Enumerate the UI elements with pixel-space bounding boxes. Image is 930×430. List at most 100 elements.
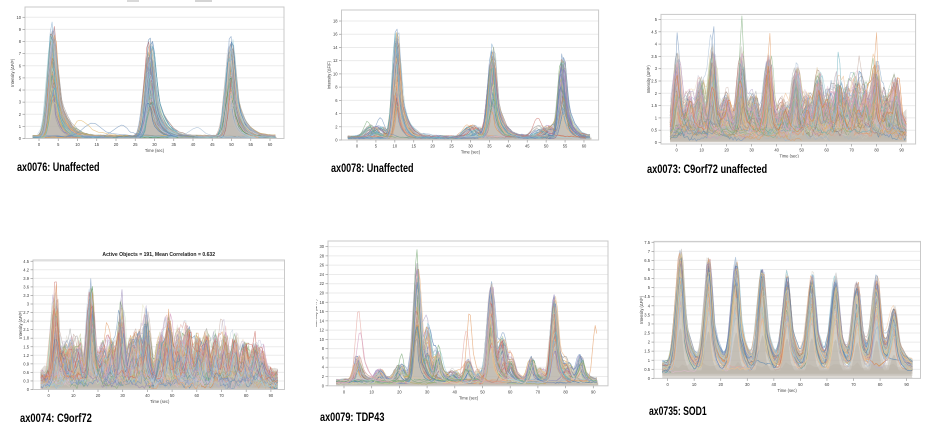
svg-text:7.5: 7.5: [644, 240, 650, 245]
svg-text:80: 80: [244, 393, 249, 398]
svg-text:5: 5: [648, 285, 651, 290]
svg-text:12: 12: [333, 58, 338, 63]
svg-text:30: 30: [745, 382, 750, 387]
svg-text:6.5: 6.5: [644, 258, 650, 263]
svg-text:40: 40: [453, 389, 458, 394]
svg-text:50: 50: [798, 382, 803, 387]
svg-text:3: 3: [648, 321, 651, 326]
svg-text:Time (sec): Time (sec): [778, 388, 798, 393]
svg-text:45: 45: [525, 144, 530, 149]
svg-text:7: 7: [648, 249, 651, 254]
svg-text:6: 6: [648, 267, 651, 272]
svg-text:30: 30: [749, 148, 754, 153]
svg-text:10: 10: [393, 144, 398, 149]
svg-text:Intensity (ΔF/F): Intensity (ΔF/F): [646, 65, 651, 94]
svg-text:3: 3: [655, 66, 658, 71]
svg-text:0.5: 0.5: [644, 367, 650, 372]
svg-text:24: 24: [319, 272, 324, 277]
svg-text:30: 30: [468, 144, 473, 149]
svg-text:4.5: 4.5: [23, 259, 29, 264]
svg-text:6: 6: [335, 98, 338, 103]
svg-text:10: 10: [692, 382, 697, 387]
svg-text:15: 15: [411, 144, 416, 149]
svg-text:90: 90: [591, 389, 596, 394]
svg-text:4.2: 4.2: [23, 267, 29, 272]
svg-text:Time (sec): Time (sec): [150, 399, 170, 404]
svg-text:5: 5: [655, 17, 658, 22]
svg-text:1.5: 1.5: [644, 349, 650, 354]
svg-text:8: 8: [335, 85, 338, 90]
svg-text:0: 0: [343, 389, 346, 394]
svg-text:0.6: 0.6: [23, 370, 29, 375]
svg-text:9: 9: [19, 27, 22, 32]
svg-text:35: 35: [487, 144, 492, 149]
svg-text:60: 60: [268, 142, 273, 147]
svg-text:90: 90: [269, 393, 274, 398]
svg-text:0.9: 0.9: [23, 361, 29, 366]
svg-text:5: 5: [57, 142, 60, 147]
svg-text:70: 70: [851, 382, 856, 387]
svg-text:Time (sec): Time (sec): [780, 154, 800, 159]
svg-text:3: 3: [27, 302, 30, 307]
svg-text:Intensity (ΔF/F): Intensity (ΔF/F): [10, 58, 15, 87]
svg-text:70: 70: [849, 148, 854, 153]
svg-text:30: 30: [152, 142, 157, 147]
svg-text:60: 60: [508, 389, 513, 394]
svg-text:20: 20: [718, 382, 723, 387]
svg-text:1: 1: [19, 124, 22, 129]
svg-text:80: 80: [563, 389, 568, 394]
svg-text:5.5: 5.5: [644, 276, 650, 281]
svg-text:20: 20: [724, 148, 729, 153]
svg-text:5: 5: [375, 144, 378, 149]
svg-text:12: 12: [319, 328, 324, 333]
svg-text:2.5: 2.5: [651, 79, 657, 84]
svg-text:7: 7: [19, 51, 22, 56]
svg-text:40: 40: [145, 393, 150, 398]
svg-text:Time (sec): Time (sec): [145, 148, 165, 153]
svg-text:25: 25: [133, 142, 138, 147]
svg-text:10: 10: [71, 393, 76, 398]
svg-text:Intensity (ΔF/F): Intensity (ΔF/F): [639, 295, 644, 324]
svg-text:20: 20: [397, 389, 402, 394]
svg-text:2.7: 2.7: [23, 310, 29, 315]
svg-text:Intensity (ΔF/F): Intensity (ΔF/F): [316, 299, 318, 328]
svg-text:80: 80: [874, 148, 879, 153]
svg-text:8: 8: [322, 346, 325, 351]
svg-text:Intensity (ΔF/F): Intensity (ΔF/F): [18, 310, 23, 339]
svg-text:0: 0: [655, 140, 658, 145]
svg-text:30: 30: [319, 244, 324, 249]
svg-text:4: 4: [655, 42, 658, 47]
svg-text:14: 14: [333, 45, 338, 50]
svg-text:15: 15: [94, 142, 99, 147]
svg-text:3.9: 3.9: [23, 276, 29, 281]
svg-text:1.5: 1.5: [651, 103, 657, 108]
svg-text:0: 0: [648, 376, 651, 381]
svg-text:0.5: 0.5: [651, 128, 657, 133]
svg-text:4.5: 4.5: [644, 294, 650, 299]
svg-text:3: 3: [19, 100, 22, 105]
svg-text:3.6: 3.6: [23, 284, 29, 289]
svg-text:2: 2: [335, 124, 338, 129]
svg-text:35: 35: [171, 142, 176, 147]
svg-text:0: 0: [47, 393, 50, 398]
svg-text:4: 4: [648, 303, 651, 308]
svg-text:5: 5: [19, 75, 22, 80]
svg-text:0: 0: [356, 144, 359, 149]
svg-text:1: 1: [648, 358, 651, 363]
svg-text:50: 50: [799, 148, 804, 153]
svg-text:90: 90: [899, 148, 904, 153]
svg-text:3.5: 3.5: [644, 312, 650, 317]
svg-text:70: 70: [536, 389, 541, 394]
svg-text:10: 10: [319, 337, 324, 342]
svg-text:22: 22: [319, 281, 324, 286]
svg-text:0: 0: [19, 136, 22, 141]
svg-text:30: 30: [425, 389, 430, 394]
svg-text:2: 2: [19, 112, 22, 117]
svg-text:1.2: 1.2: [23, 353, 29, 358]
svg-text:25: 25: [449, 144, 454, 149]
svg-text:60: 60: [824, 148, 829, 153]
svg-text:4.5: 4.5: [651, 29, 657, 34]
svg-text:0: 0: [38, 142, 41, 147]
svg-text:0: 0: [335, 138, 338, 143]
svg-text:Time (sec): Time (sec): [461, 150, 481, 155]
